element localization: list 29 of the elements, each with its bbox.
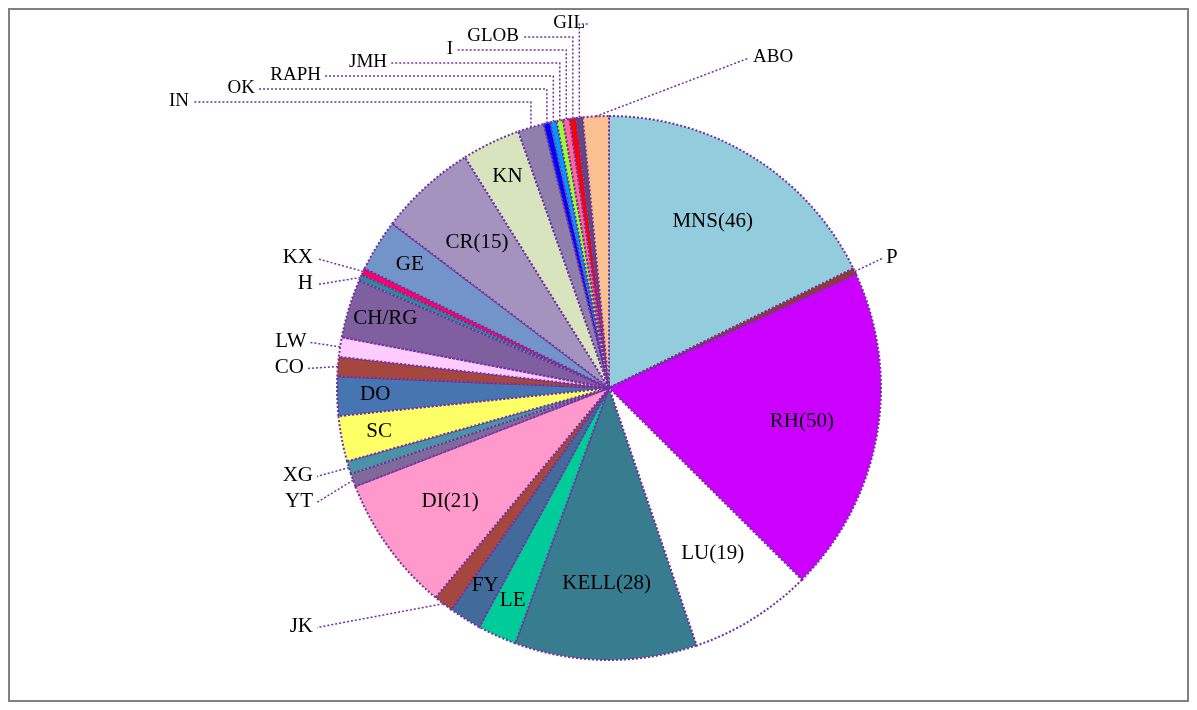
slice-label: CO [274,354,304,379]
slice-label: LE [499,586,526,611]
slice-label: RAPH [270,63,322,85]
slice-label: GE [395,251,424,276]
slice-label: OK [227,76,256,98]
slice-label: GIL [553,11,585,33]
slice-label: I [446,37,453,59]
slice-label: XG [282,462,313,487]
slice-label: JMH [348,50,388,72]
slice-label: LU(19) [681,539,745,564]
slice-label: LW [275,328,307,353]
slice-label: DI(21) [421,488,479,513]
slice-label: GLOB [467,24,519,46]
slice-label: KN [492,163,523,188]
slice-label: KX [282,244,313,269]
slice-label: RH(50) [769,408,834,433]
slice-label: CR(15) [445,229,509,254]
slice-label: FY [471,572,499,597]
slice-label: SC [366,417,393,442]
slice-label: MNS(46) [672,207,753,232]
slice-label: JK [289,613,313,638]
slice-label: DO [360,380,391,405]
slice-label: IN [168,89,190,111]
slice-label: KELL(28) [562,569,651,594]
slice-label: YT [285,488,314,513]
slice-label: H [297,270,313,295]
slice-label: ABO [753,45,794,67]
slice-label: CH/RG [353,305,418,330]
slice-label: P [885,244,898,269]
